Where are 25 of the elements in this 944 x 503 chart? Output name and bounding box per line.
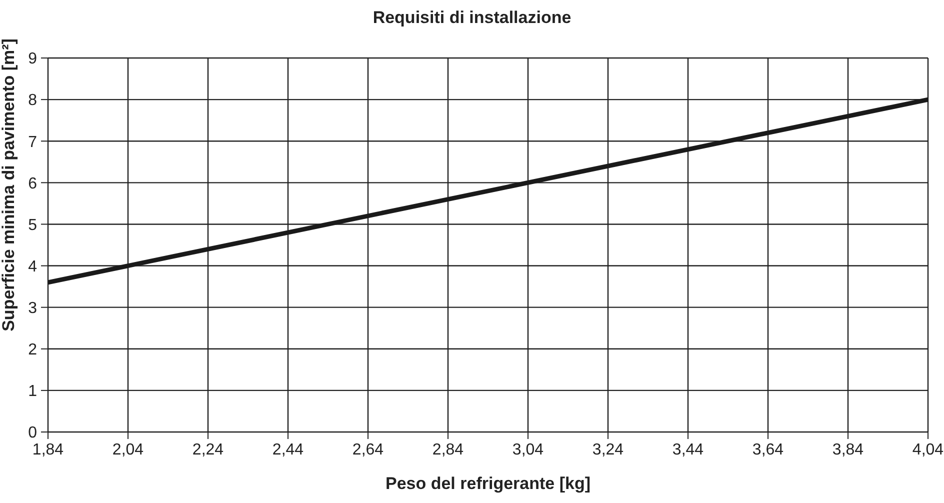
- chart-title: Requisiti di installazione: [372, 8, 572, 28]
- y-tick-label: 8: [28, 92, 38, 110]
- x-tick-label: 1,84: [32, 441, 64, 458]
- x-tick-label: 2,04: [112, 441, 144, 458]
- y-tick-label: 3: [28, 300, 38, 318]
- x-axis-title: Peso del refrigerante [kg]: [385, 474, 591, 493]
- y-tick-label: 6: [28, 175, 38, 192]
- x-tick-label: 2,84: [432, 441, 464, 458]
- y-tick-label: 0: [28, 424, 38, 442]
- x-tick-label: 3,84: [832, 441, 864, 458]
- x-tick-label: 4,04: [912, 441, 944, 458]
- x-tick-label: 3,44: [672, 441, 704, 458]
- y-tick-label: 1: [28, 383, 38, 400]
- y-tick-label: 7: [28, 134, 38, 151]
- x-tick-label: 3,64: [752, 441, 784, 458]
- x-tick-label: 2,44: [272, 441, 304, 458]
- x-tick-label: 2,64: [352, 441, 384, 458]
- y-axis-title: Superficie minima di pavimento [m²]: [0, 38, 18, 332]
- x-tick-label: 3,04: [512, 441, 544, 458]
- y-tick-label: 2: [28, 342, 38, 359]
- x-tick-label: 2,24: [192, 441, 224, 458]
- y-tick-label: 9: [28, 50, 38, 68]
- y-tick-label: 4: [28, 258, 38, 276]
- y-tick-label: 5: [28, 216, 38, 234]
- x-tick-label: 3,24: [592, 441, 624, 458]
